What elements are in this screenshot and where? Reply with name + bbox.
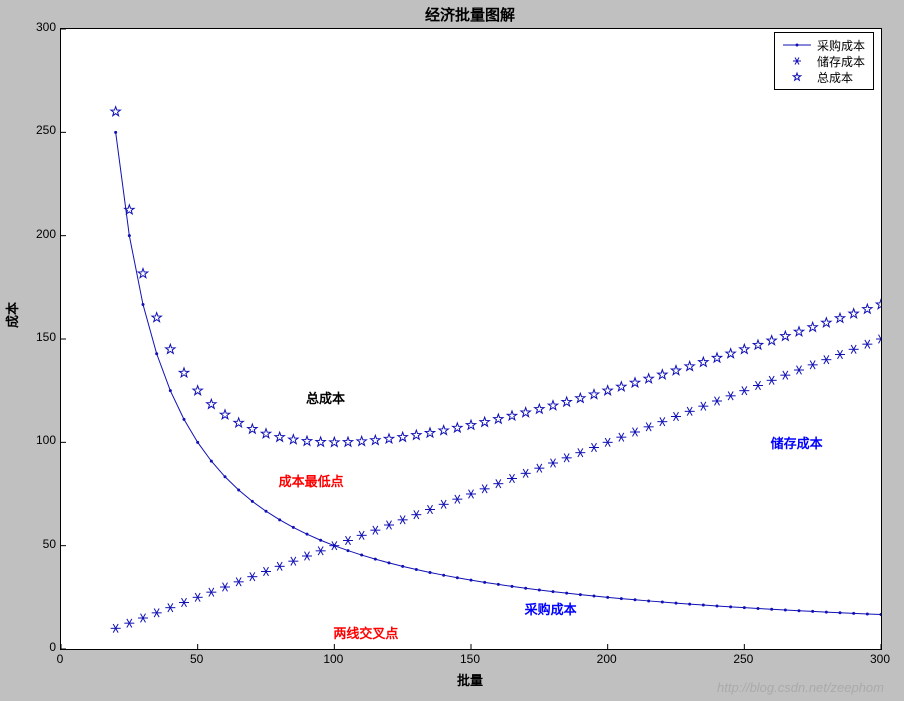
annotation: 储存成本: [771, 433, 823, 452]
legend-marker-icon: [783, 39, 811, 51]
chart-title: 经济批量图解: [60, 4, 880, 25]
legend-label: 总成本: [817, 69, 853, 86]
annotation: 两线交叉点: [333, 623, 398, 642]
x-tick-label: 50: [187, 652, 207, 666]
series-总成本: [111, 107, 881, 447]
legend-marker-icon: [783, 71, 811, 83]
x-tick-label: 0: [50, 652, 70, 666]
x-tick-label: 150: [460, 652, 480, 666]
annotation: 采购成本: [525, 599, 577, 618]
x-tick-label: 100: [323, 652, 343, 666]
annotation: 成本最低点: [279, 471, 344, 490]
y-tick-label: 50: [26, 537, 56, 551]
x-tick-label: 300: [870, 652, 890, 666]
annotation: 总成本: [306, 388, 345, 407]
legend-label: 储存成本: [817, 53, 865, 70]
x-tick-label: 250: [733, 652, 753, 666]
legend-marker-icon: [783, 55, 811, 67]
y-tick-label: 300: [26, 20, 56, 34]
watermark: http://blog.csdn.net/zeephom: [717, 680, 884, 695]
legend-label: 采购成本: [817, 37, 865, 54]
plot-svg: [61, 29, 881, 649]
series-采购成本: [114, 131, 881, 616]
x-tick-label: 200: [597, 652, 617, 666]
series-储存成本: [111, 335, 881, 633]
y-tick-label: 100: [26, 433, 56, 447]
legend-item: 总成本: [783, 69, 865, 85]
legend-item: 储存成本: [783, 53, 865, 69]
legend-item: 采购成本: [783, 37, 865, 53]
y-tick-label: 0: [26, 640, 56, 654]
y-axis-label: 成本: [2, 302, 21, 328]
plot-area: [60, 28, 882, 650]
y-tick-label: 200: [26, 227, 56, 241]
legend: 采购成本储存成本总成本: [774, 32, 874, 90]
y-tick-label: 150: [26, 330, 56, 344]
y-tick-label: 250: [26, 123, 56, 137]
